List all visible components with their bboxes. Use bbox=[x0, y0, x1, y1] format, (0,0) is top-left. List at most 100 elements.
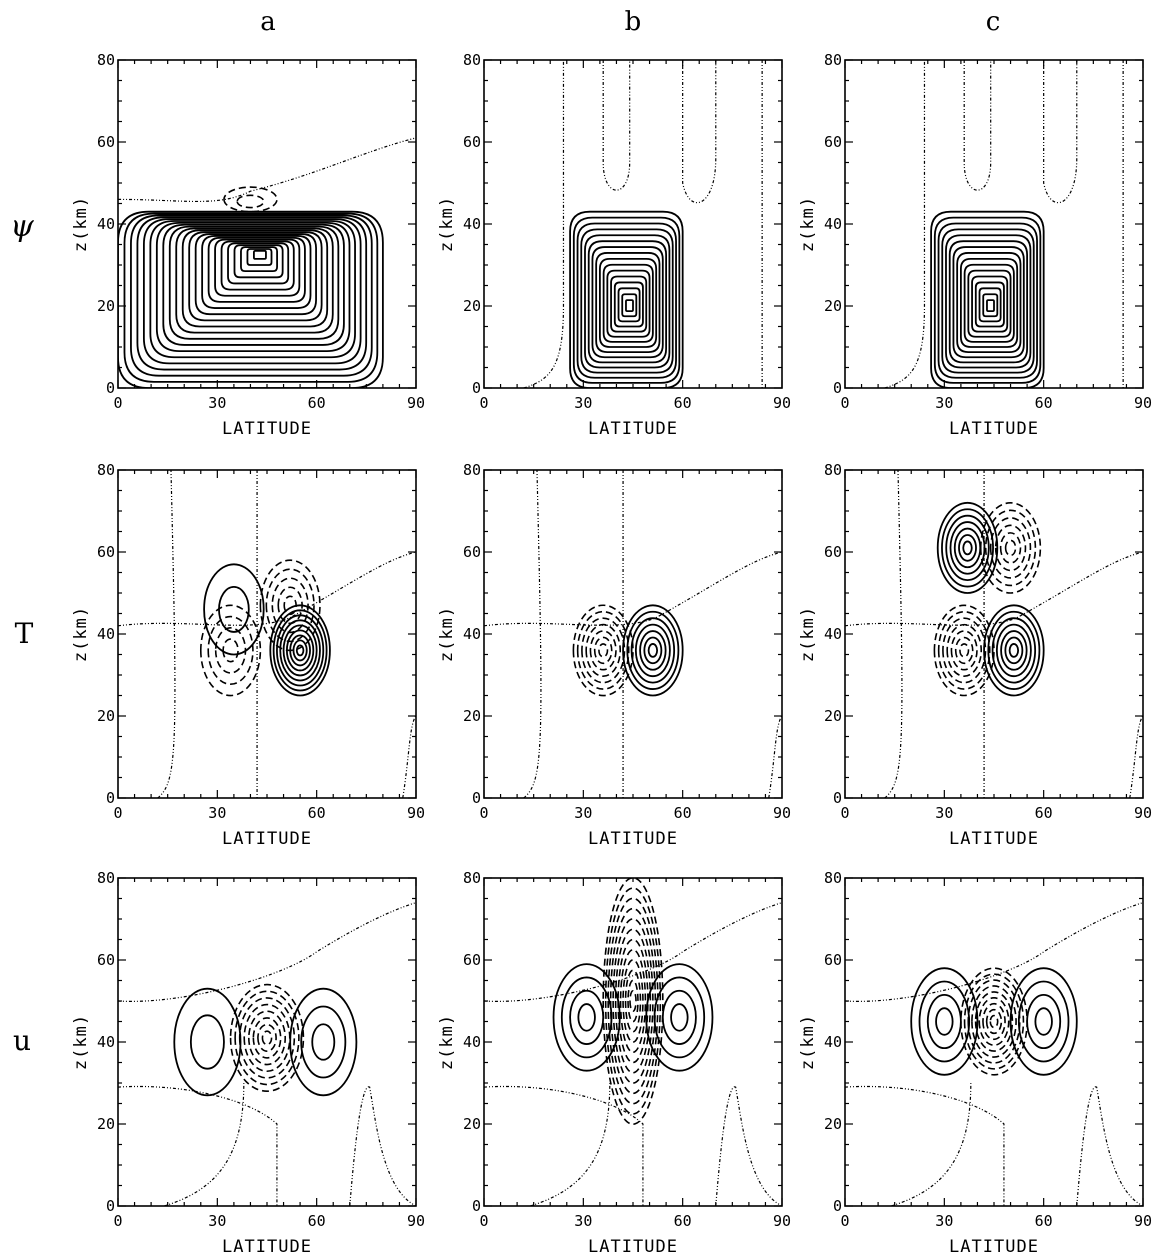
contour-negative-0-level-2 bbox=[982, 1002, 1006, 1041]
contour-positive-2-level-0 bbox=[311, 1023, 336, 1061]
contour-negative-0-level-4 bbox=[974, 991, 1014, 1052]
x-tick-label: 30 bbox=[208, 394, 226, 412]
contour-positive-0-level-6 bbox=[602, 263, 654, 343]
contour-positive-0-level-6 bbox=[936, 501, 999, 594]
y-tick-label: 60 bbox=[97, 951, 115, 969]
y-tick-label: 80 bbox=[463, 461, 481, 479]
contour-positive-0-level-0 bbox=[625, 299, 634, 313]
contour-positive-0-level-13 bbox=[937, 222, 1038, 379]
contour-negative-0-level-3 bbox=[585, 623, 622, 677]
y-tick-label: 20 bbox=[824, 297, 842, 315]
contour-positive-0-level-3 bbox=[949, 521, 986, 575]
contour-positive-2-level-1 bbox=[300, 1005, 347, 1079]
y-axis-label: z(km) bbox=[71, 606, 91, 662]
contour-positive-0-level-1 bbox=[958, 534, 977, 562]
contour-positive-0-level-5 bbox=[220, 240, 295, 291]
zero-contour-0 bbox=[884, 60, 926, 388]
x-tick-label: 60 bbox=[1035, 1212, 1053, 1230]
contour-positive-3-level-1 bbox=[1004, 636, 1024, 665]
contour-positive-2-level-1 bbox=[661, 989, 697, 1046]
contour-positive-0-level-21 bbox=[118, 210, 384, 388]
contour-negative-0-level-11 bbox=[602, 878, 664, 1125]
y-tick-label: 40 bbox=[824, 625, 842, 643]
contour-positive-3-level-6 bbox=[276, 614, 325, 687]
y-tick-label: 80 bbox=[824, 869, 842, 887]
contour-layer bbox=[118, 470, 416, 798]
contour-negative-1-level-1 bbox=[223, 186, 278, 213]
y-tick-label: 80 bbox=[463, 51, 481, 69]
zero-contour-2 bbox=[891, 1082, 972, 1206]
contour-positive-0-level-3 bbox=[974, 281, 1005, 328]
y-tick-label: 80 bbox=[97, 51, 115, 69]
contour-positive-0-level-20 bbox=[123, 212, 379, 383]
contour-positive-0-level-9 bbox=[194, 233, 317, 316]
contour-layer bbox=[484, 470, 782, 798]
contour-layer bbox=[118, 137, 416, 388]
y-tick-label: 40 bbox=[463, 215, 481, 233]
contour-negative-0-level-1 bbox=[985, 1008, 1003, 1035]
y-tick-label: 80 bbox=[97, 461, 115, 479]
contour-positive-3-level-3 bbox=[995, 623, 1032, 678]
contour-positive-0-level-11 bbox=[584, 234, 671, 369]
y-tick-label: 20 bbox=[97, 707, 115, 725]
y-axis-label: z(km) bbox=[798, 606, 818, 662]
contour-negative-2-level-1 bbox=[954, 636, 974, 665]
contour-positive-0-level-5 bbox=[606, 269, 651, 338]
x-tick-label: 90 bbox=[1134, 394, 1152, 412]
x-tick-label: 30 bbox=[574, 394, 592, 412]
contour-negative-0-level-1 bbox=[257, 1023, 277, 1053]
x-tick-label: 0 bbox=[479, 804, 488, 822]
y-tick-label: 20 bbox=[463, 297, 481, 315]
x-tick-label: 60 bbox=[308, 394, 326, 412]
zero-contour-0 bbox=[118, 1085, 278, 1206]
zero-contour-1 bbox=[118, 551, 416, 627]
x-tick-label: 0 bbox=[113, 394, 122, 412]
y-tick-label: 80 bbox=[97, 869, 115, 887]
panel-ψ-c: 0 30 60 90 0 20 40 60 80 LATITUDE z(km) bbox=[798, 51, 1152, 439]
contour-positive-0-level-12 bbox=[580, 228, 674, 374]
contour-positive-0-level-0 bbox=[218, 585, 250, 633]
contour-positive-2-level-0 bbox=[1034, 1006, 1053, 1037]
zero-contour-1 bbox=[963, 60, 992, 191]
contour-positive-3-level-5 bbox=[987, 610, 1041, 690]
contour-positive-1-level-0 bbox=[935, 1007, 954, 1036]
y-tick-label: 60 bbox=[824, 543, 842, 561]
y-tick-label: 0 bbox=[472, 789, 481, 807]
contour-negative-0-level-7 bbox=[963, 972, 1025, 1071]
y-axis-label: z(km) bbox=[71, 1014, 91, 1070]
contour-positive-0-level-19 bbox=[130, 214, 373, 377]
contour-positive-0-level-0 bbox=[962, 540, 973, 556]
contour-positive-1-level-1 bbox=[926, 993, 962, 1050]
y-tick-label: 60 bbox=[463, 543, 481, 561]
contour-positive-1-level-0 bbox=[647, 643, 659, 658]
contour-layer bbox=[523, 60, 763, 388]
contour-positive-2-level-3 bbox=[645, 963, 714, 1072]
x-axis-label: LATITUDE bbox=[588, 1237, 678, 1257]
contour-negative-0-level-6 bbox=[967, 978, 1021, 1065]
contour-positive-0-level-4 bbox=[945, 514, 990, 582]
contour-positive-1-level-0 bbox=[577, 1003, 596, 1032]
contour-negative-0-level-1 bbox=[593, 636, 613, 665]
y-tick-label: 60 bbox=[463, 133, 481, 151]
y-tick-label: 80 bbox=[824, 51, 842, 69]
panel-ψ-b: 0 30 60 90 0 20 40 60 80 LATITUDE z(km) bbox=[437, 51, 791, 439]
contour-negative-1-level-2 bbox=[994, 524, 1027, 572]
contour-positive-0-level-10 bbox=[587, 240, 668, 364]
contour-positive-0-level-1 bbox=[246, 248, 273, 266]
zero-contour-2 bbox=[1043, 60, 1078, 204]
contour-positive-0-level-12 bbox=[941, 228, 1035, 374]
x-tick-label: 90 bbox=[773, 1212, 791, 1230]
x-tick-label: 30 bbox=[935, 1212, 953, 1230]
contour-negative-0-level-7 bbox=[229, 983, 305, 1093]
contour-negative-0-level-6 bbox=[614, 928, 652, 1074]
zero-contour-0 bbox=[118, 137, 416, 203]
contour-positive-0-level-13 bbox=[168, 225, 340, 340]
zero-contour-2 bbox=[884, 470, 903, 798]
contour-positive-1-level-5 bbox=[626, 610, 680, 690]
contour-positive-0-level-14 bbox=[572, 216, 681, 384]
x-tick-label: 30 bbox=[208, 804, 226, 822]
zero-contour-1 bbox=[484, 902, 782, 1002]
contour-positive-0-level-4 bbox=[227, 242, 290, 285]
contour-positive-0-level-16 bbox=[149, 220, 356, 359]
